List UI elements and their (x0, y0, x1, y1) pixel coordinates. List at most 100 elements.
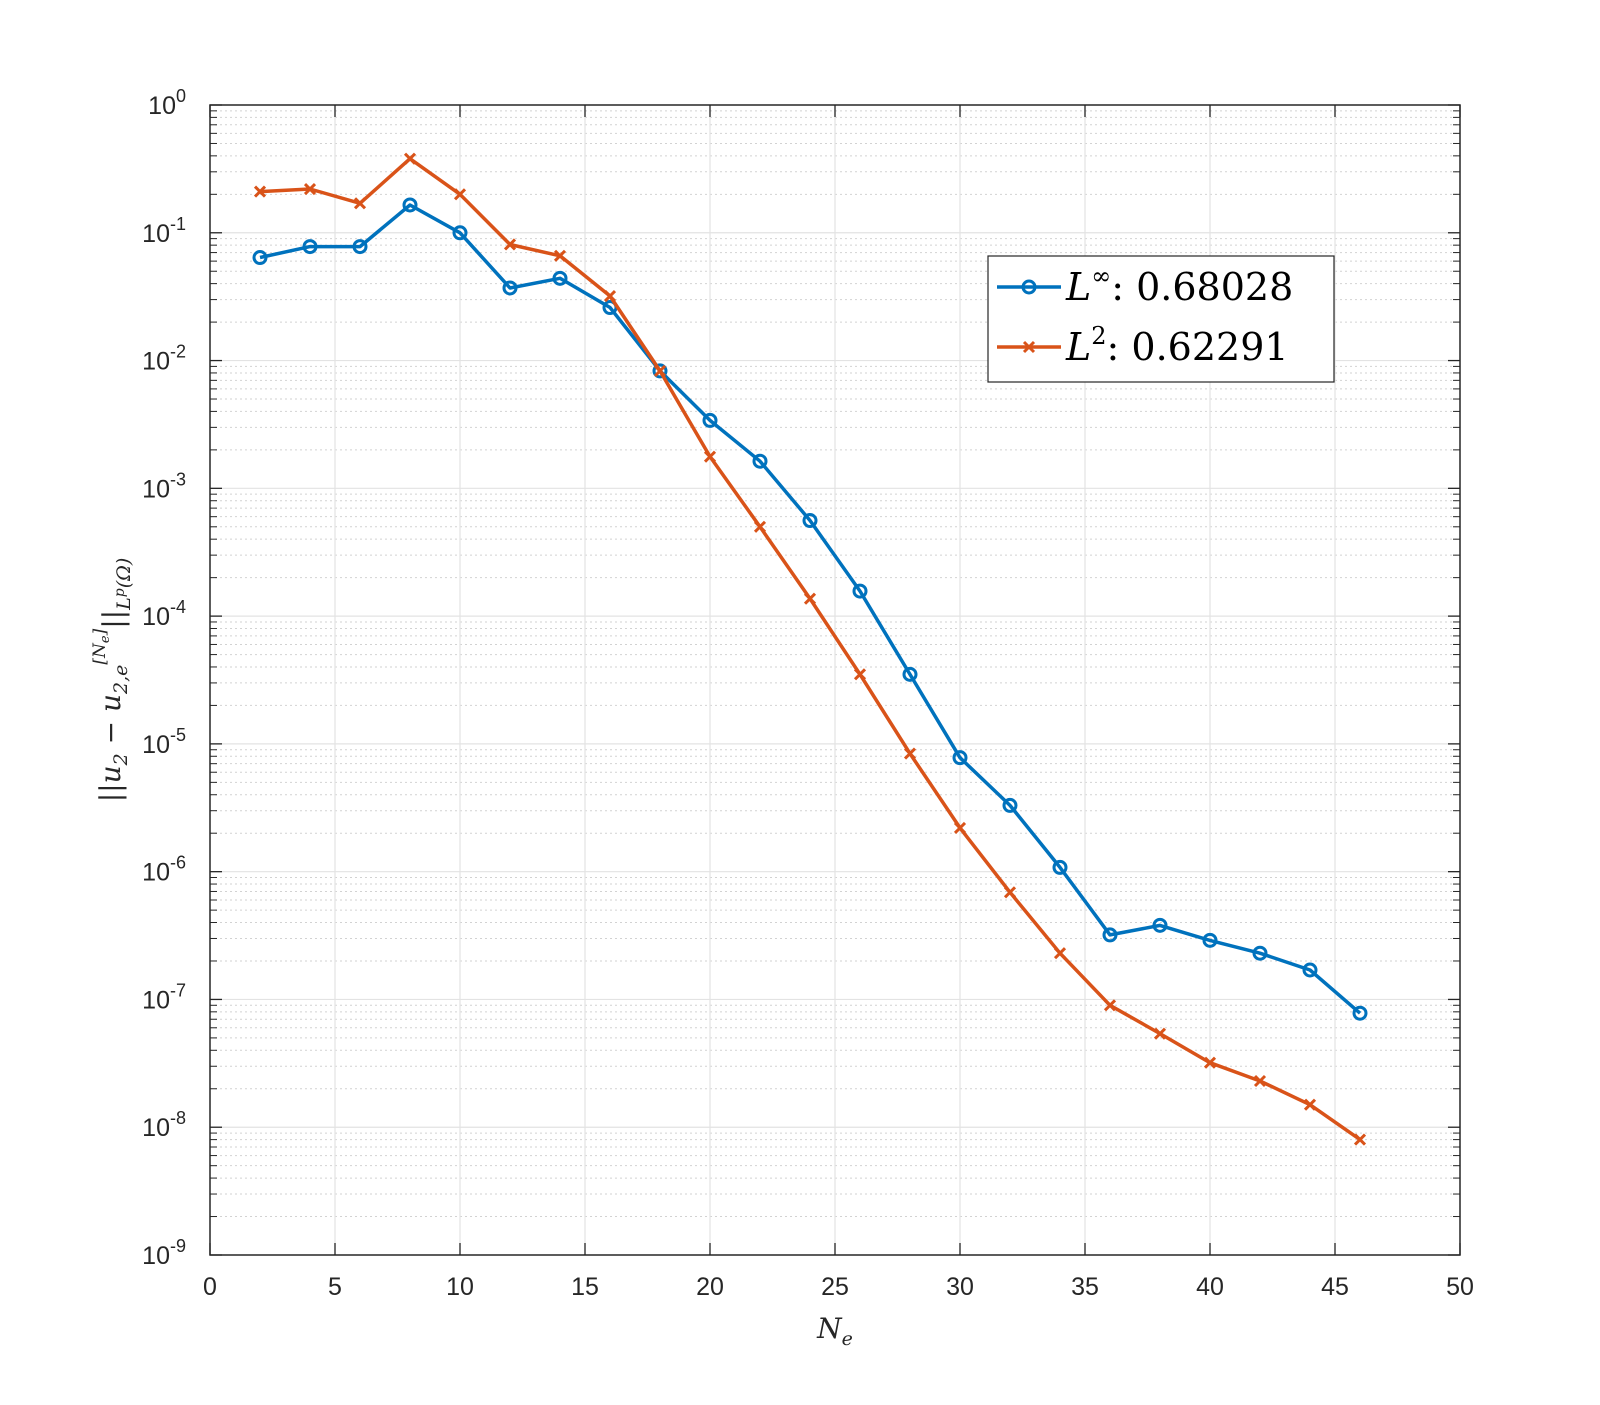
x-tick-label: 50 (1446, 1273, 1474, 1301)
data-point-x (1153, 1027, 1167, 1040)
y-tick-exponent: 0 (176, 86, 186, 106)
data-point-circle (802, 513, 818, 529)
data-point-circle (1352, 1005, 1368, 1021)
legend-label-linf: L∞: 0.68028 (1065, 262, 1293, 309)
data-point-x-stroke (1003, 886, 1017, 899)
x-tick-label: 5 (328, 1273, 342, 1301)
data-point-x (1203, 1056, 1217, 1069)
y-tick-exponent: -2 (170, 342, 186, 362)
data-point-x-stroke (753, 520, 767, 533)
data-point-circle (452, 225, 468, 241)
y-tick-base: 10 (142, 859, 170, 887)
data-point-x-stroke (453, 188, 467, 201)
data-point-x-stroke (803, 592, 817, 605)
y-tick-exponent: -3 (170, 469, 186, 489)
data-point-x-stroke (603, 289, 617, 303)
y-tick-exponent: -9 (170, 1236, 186, 1256)
data-point-x (1353, 1133, 1367, 1146)
legend-series-name-l2: L (1065, 325, 1091, 369)
legend-marker-linf (1021, 279, 1037, 295)
data-point-x (703, 450, 717, 463)
data-point-x (253, 185, 267, 198)
y-tick-label: 10-6 (142, 853, 186, 887)
y-tick-base: 10 (142, 348, 170, 376)
data-point-circle (352, 239, 368, 255)
x-tick-label: 15 (571, 1273, 599, 1301)
x-tick-label: 25 (821, 1273, 849, 1301)
x-tick-label: 40 (1196, 1273, 1224, 1301)
data-point-x (1003, 886, 1017, 899)
y-tick-base: 10 (142, 1242, 170, 1270)
x-tick-label: 30 (946, 1273, 974, 1301)
legend-value-linf: 0.68028 (1136, 265, 1293, 309)
x-tick-labels: 0 5 10 15 20 25 30 35 40 45 50 (203, 1273, 1474, 1301)
data-point-x-stroke (253, 185, 267, 198)
y-tick-label: 10-4 (142, 597, 186, 631)
data-point-x (1253, 1074, 1267, 1088)
y-tick-base: 10 (142, 731, 170, 759)
data-point-x (553, 249, 567, 262)
y-tick-label: 10-1 (142, 214, 186, 248)
data-point-x-stroke (703, 450, 717, 463)
data-point-x-stroke (653, 364, 667, 377)
data-point-circle (652, 363, 668, 379)
data-point-circle (852, 583, 868, 599)
data-point-x (453, 188, 467, 201)
y-tick-base: 10 (142, 220, 170, 248)
data-point-circle (1302, 962, 1318, 978)
y-tick-label: 10-2 (142, 342, 186, 376)
x-tick-label: 35 (1071, 1273, 1099, 1301)
legend-label-l2: L2: 0.62291 (1065, 322, 1289, 369)
y-tick-exponent: -6 (170, 853, 186, 873)
data-point-x-stroke (503, 238, 517, 251)
y-tick-label: 10-3 (142, 469, 186, 503)
y-tick-label: 10-8 (142, 1108, 186, 1142)
data-point-x-stroke (1153, 1027, 1167, 1040)
data-point-circle (1052, 859, 1068, 875)
data-point-x (1303, 1098, 1317, 1111)
data-point-x (953, 821, 967, 834)
legend: L∞: 0.68028 L2: 0.62291 (987, 255, 1335, 383)
x-tick-label: 45 (1321, 1273, 1349, 1301)
y-axis-label: ||u2 − u2,e[Ne]||Lp(Ω) (90, 558, 135, 803)
data-point-circle (1102, 927, 1118, 943)
data-point-circle (952, 750, 968, 766)
major-grid (210, 105, 1460, 1255)
data-point-circle (1002, 797, 1018, 813)
data-point-circle (552, 270, 568, 286)
data-point-circle (1202, 932, 1218, 948)
data-point-circle (902, 666, 918, 682)
data-point-x (603, 289, 617, 303)
data-point-x-stroke (403, 152, 417, 165)
data-point-x-stroke (553, 249, 567, 262)
y-tick-base: 10 (142, 603, 170, 631)
data-point-x (753, 520, 767, 533)
data-point-x-stroke (1103, 999, 1117, 1012)
data-point-circle (702, 412, 718, 428)
data-point-x (403, 152, 417, 165)
y-tick-base: 10 (148, 92, 176, 120)
data-point-x (1103, 999, 1117, 1012)
data-point-x-stroke (853, 668, 867, 681)
data-point-x (1053, 947, 1067, 960)
series-layer (252, 152, 1368, 1146)
y-tick-label: 10-7 (142, 980, 186, 1014)
data-point-circle (1252, 945, 1268, 961)
data-point-x-stroke (353, 197, 367, 210)
data-point-circle (502, 280, 518, 296)
data-point-circle (302, 239, 318, 255)
data-point-x (303, 182, 317, 196)
data-point-x-stroke (1303, 1098, 1317, 1111)
data-point-x-stroke (903, 747, 917, 760)
data-point-x (903, 747, 917, 760)
series-line-0 (259, 203, 1362, 1015)
x-tick-label: 20 (696, 1273, 724, 1301)
data-point-x-stroke (1353, 1133, 1367, 1146)
data-point-circle (402, 197, 418, 213)
data-point-x-stroke (1203, 1056, 1217, 1069)
data-point-circle (752, 453, 768, 469)
legend-value-l2: 0.62291 (1131, 325, 1288, 369)
data-point-x-stroke (953, 821, 967, 834)
